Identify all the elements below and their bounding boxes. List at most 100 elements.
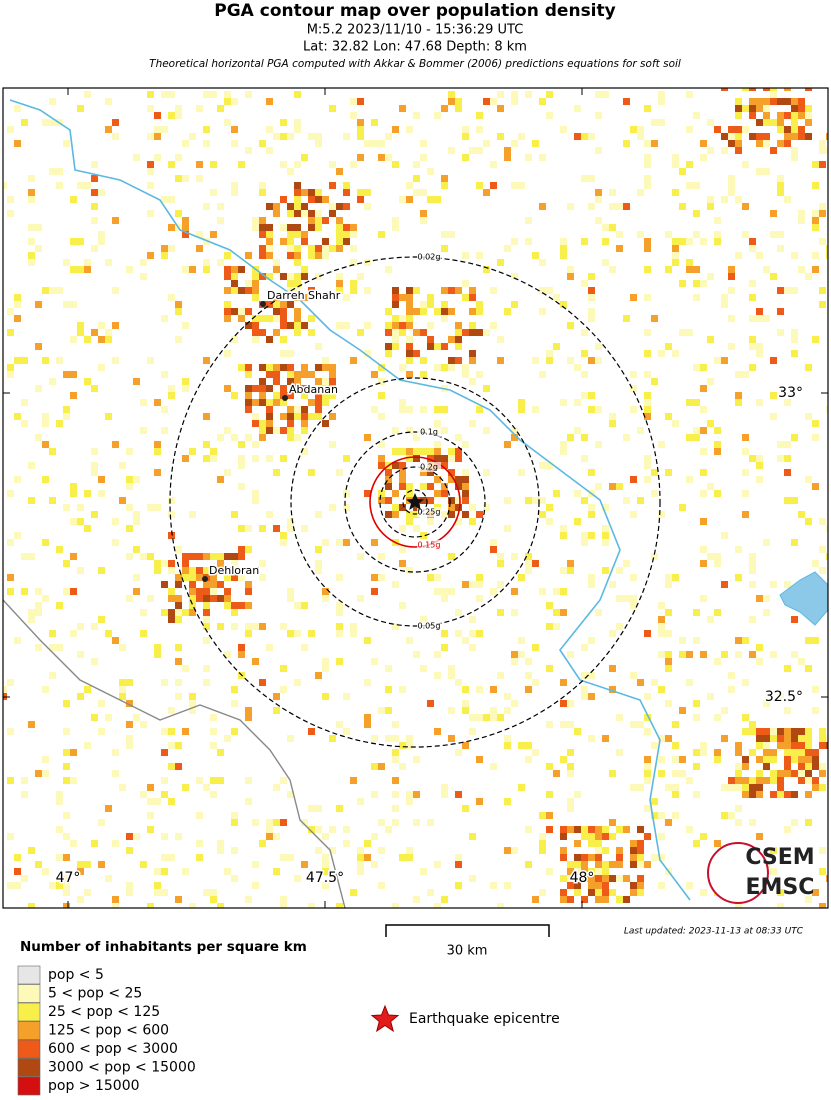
population-cell — [518, 469, 525, 476]
population-cell — [14, 140, 21, 147]
population-cell — [735, 252, 742, 259]
population-cell — [441, 511, 448, 518]
population-cell — [672, 154, 679, 161]
population-cell — [371, 574, 378, 581]
population-cell — [56, 182, 63, 189]
population-cell — [301, 406, 308, 413]
population-cell — [182, 385, 189, 392]
contour-label-bg — [417, 462, 441, 472]
population-cell — [70, 301, 77, 308]
population-cell — [280, 623, 287, 630]
population-cell — [77, 518, 84, 525]
population-cell — [686, 161, 693, 168]
population-cell — [581, 238, 588, 245]
population-cell — [280, 665, 287, 672]
population-cell — [525, 560, 532, 567]
population-cell — [539, 511, 546, 518]
population-cell — [777, 98, 784, 105]
population-cell — [378, 763, 385, 770]
population-cell — [315, 805, 322, 812]
population-cell — [154, 448, 161, 455]
population-cell — [14, 294, 21, 301]
population-cell — [784, 88, 791, 91]
population-cell — [91, 161, 98, 168]
population-cell — [658, 833, 665, 840]
population-cell — [287, 420, 294, 427]
population-cell — [588, 357, 595, 364]
population-cell — [392, 161, 399, 168]
population-cell — [70, 483, 77, 490]
population-cell — [693, 840, 700, 847]
population-cell — [609, 420, 616, 427]
population-cell — [98, 231, 105, 238]
population-cell — [14, 868, 21, 875]
population-cell — [728, 686, 735, 693]
population-cell — [56, 854, 63, 861]
population-cell — [567, 896, 574, 903]
population-cell — [98, 238, 105, 245]
population-cell — [105, 329, 112, 336]
population-cell — [735, 399, 742, 406]
population-cell — [511, 301, 518, 308]
population-cell — [539, 287, 546, 294]
population-cell — [756, 98, 763, 105]
population-cell — [245, 525, 252, 532]
population-cell — [168, 511, 175, 518]
population-cell — [294, 602, 301, 609]
population-cell — [637, 133, 644, 140]
population-cell — [343, 189, 350, 196]
population-cell — [686, 266, 693, 273]
population-cell — [560, 833, 567, 840]
population-cell — [770, 119, 777, 126]
population-cell — [273, 427, 280, 434]
population-cell — [238, 266, 245, 273]
population-cell — [175, 658, 182, 665]
population-cell — [259, 385, 266, 392]
population-cell — [70, 266, 77, 273]
population-cell — [182, 553, 189, 560]
population-cell — [742, 231, 749, 238]
population-cell — [777, 140, 784, 147]
population-cell — [819, 161, 826, 168]
population-cell — [301, 294, 308, 301]
population-cell — [161, 868, 168, 875]
population-cell — [175, 112, 182, 119]
population-cell — [623, 434, 630, 441]
population-cell — [161, 833, 168, 840]
population-cell — [7, 490, 14, 497]
population-cell — [378, 413, 385, 420]
population-cell — [168, 161, 175, 168]
population-cell — [308, 371, 315, 378]
population-cell — [560, 448, 567, 455]
population-cell — [448, 98, 455, 105]
population-cell — [735, 126, 742, 133]
population-cell — [728, 77, 735, 84]
population-cell — [644, 714, 651, 721]
population-cell — [749, 791, 756, 798]
population-cell — [805, 742, 812, 749]
population-cell — [329, 385, 336, 392]
population-cell — [784, 770, 791, 777]
population-cell — [588, 882, 595, 889]
population-cell — [280, 819, 287, 826]
population-cell — [49, 644, 56, 651]
population-cell — [658, 651, 665, 658]
population-cell — [105, 714, 112, 721]
population-cell — [784, 196, 791, 203]
population-cell — [777, 889, 784, 896]
population-cell — [168, 245, 175, 252]
population-cell — [798, 217, 805, 224]
population-cell — [203, 203, 210, 210]
population-cell — [399, 763, 406, 770]
population-cell — [315, 140, 322, 147]
population-cell — [518, 133, 525, 140]
population-cell — [469, 875, 476, 882]
population-cell — [588, 854, 595, 861]
population-cell — [483, 98, 490, 105]
population-cell — [609, 833, 616, 840]
population-cell — [770, 728, 777, 735]
population-cell — [595, 147, 602, 154]
population-cell — [126, 525, 133, 532]
population-cell — [735, 742, 742, 749]
population-cell — [756, 742, 763, 749]
